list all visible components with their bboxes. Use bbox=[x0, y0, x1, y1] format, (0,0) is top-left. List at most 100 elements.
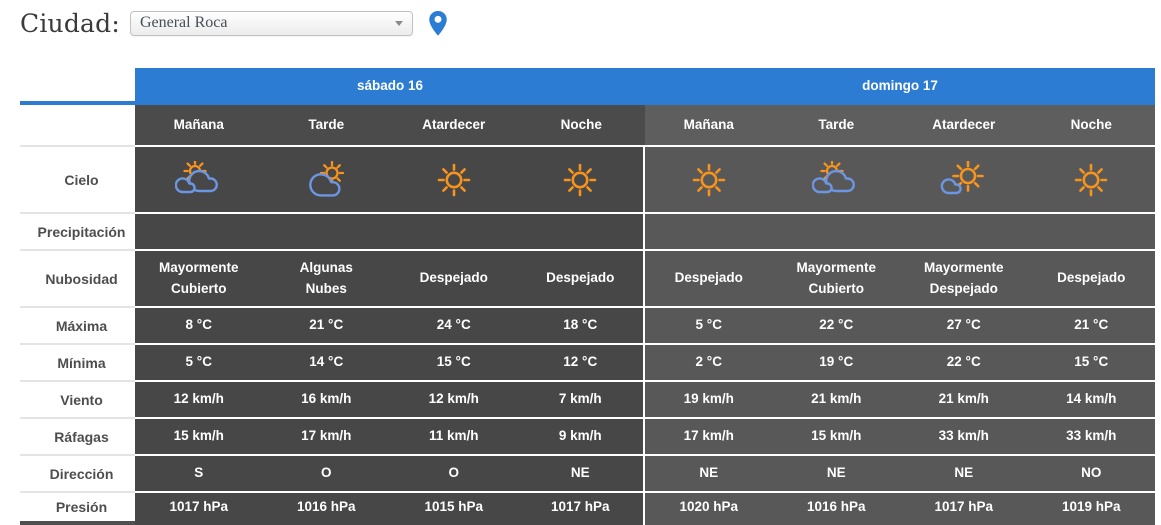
forecast-cell: Despejado bbox=[1027, 249, 1155, 306]
forecast-cell: 15 km/h bbox=[135, 417, 263, 454]
forecast-cell bbox=[262, 212, 390, 249]
forecast-cell: Despejado bbox=[645, 249, 773, 306]
forecast-cell: 12 °C bbox=[517, 343, 645, 380]
forecast-cell: NE bbox=[900, 454, 1028, 491]
row-label: Viento bbox=[20, 380, 135, 417]
forecast-cell: O bbox=[390, 454, 518, 491]
forecast-cell: 1017 hPa bbox=[135, 491, 263, 521]
forecast-cell: 1016 hPa bbox=[262, 491, 390, 521]
sun-with-small-cloud-icon bbox=[900, 145, 1028, 212]
forecast-cell bbox=[390, 212, 518, 249]
forecast-cell: 5 °C bbox=[135, 343, 263, 380]
table-bottom-strip bbox=[20, 521, 135, 525]
forecast-cell bbox=[772, 212, 900, 249]
row-label: Mínima bbox=[20, 343, 135, 380]
row-label: Dirección bbox=[20, 454, 135, 491]
forecast-cell: 17 km/h bbox=[262, 417, 390, 454]
forecast-cell bbox=[135, 212, 263, 249]
sun-icon bbox=[1027, 145, 1155, 212]
table-bottom-strip bbox=[135, 521, 645, 525]
period-header: Atardecer bbox=[900, 105, 1028, 145]
forecast-cell: NE bbox=[517, 454, 645, 491]
forecast-cell bbox=[517, 212, 645, 249]
sun-behind-clouds-icon bbox=[772, 145, 900, 212]
day-header: sábado 16 bbox=[135, 68, 645, 105]
period-header: Tarde bbox=[772, 105, 900, 145]
forecast-cell: Mayormente Cubierto bbox=[135, 249, 263, 306]
forecast-cell: 19 km/h bbox=[645, 380, 773, 417]
row-label: Nubosidad bbox=[20, 249, 135, 306]
row-label: Presión bbox=[20, 491, 135, 521]
forecast-cell: 14 °C bbox=[262, 343, 390, 380]
forecast-cell: 22 °C bbox=[772, 306, 900, 343]
forecast-cell: 7 km/h bbox=[517, 380, 645, 417]
forecast-cell: O bbox=[262, 454, 390, 491]
period-header: Mañana bbox=[645, 105, 773, 145]
sun-icon bbox=[645, 145, 773, 212]
forecast-cell: NE bbox=[645, 454, 773, 491]
forecast-cell: 27 °C bbox=[900, 306, 1028, 343]
forecast-cell: Despejado bbox=[517, 249, 645, 306]
forecast-cell: 12 km/h bbox=[390, 380, 518, 417]
period-header: Mañana bbox=[135, 105, 263, 145]
forecast-cell: S bbox=[135, 454, 263, 491]
forecast-cell: 11 km/h bbox=[390, 417, 518, 454]
forecast-cell: 1015 hPa bbox=[390, 491, 518, 521]
forecast-cell: 16 km/h bbox=[262, 380, 390, 417]
forecast-cell: 21 °C bbox=[1027, 306, 1155, 343]
sun-behind-cloud-icon bbox=[262, 145, 390, 212]
forecast-cell: 1017 hPa bbox=[517, 491, 645, 521]
forecast-cell: 15 °C bbox=[390, 343, 518, 380]
forecast-cell: 1020 hPa bbox=[645, 491, 773, 521]
forecast-cell: 33 km/h bbox=[900, 417, 1028, 454]
period-header: Tarde bbox=[262, 105, 390, 145]
forecast-cell: 1016 hPa bbox=[772, 491, 900, 521]
forecast-cell bbox=[900, 212, 1028, 249]
forecast-cell: 2 °C bbox=[645, 343, 773, 380]
forecast-cell: 33 km/h bbox=[1027, 417, 1155, 454]
row-label: Cielo bbox=[20, 145, 135, 212]
forecast-cell: 15 °C bbox=[1027, 343, 1155, 380]
forecast-cell: 21 °C bbox=[262, 306, 390, 343]
forecast-cell: 5 °C bbox=[645, 306, 773, 343]
forecast-cell: 24 °C bbox=[390, 306, 518, 343]
forecast-cell: Algunas Nubes bbox=[262, 249, 390, 306]
forecast-cell: 8 °C bbox=[135, 306, 263, 343]
forecast-cell: 12 km/h bbox=[135, 380, 263, 417]
row-label: Precipitación bbox=[20, 212, 135, 249]
forecast-cell bbox=[645, 212, 773, 249]
forecast-cell: Despejado bbox=[390, 249, 518, 306]
forecast-cell: 17 km/h bbox=[645, 417, 773, 454]
city-selector-bar: Ciudad: General Roca bbox=[0, 0, 1161, 39]
location-pin-icon[interactable] bbox=[428, 10, 448, 37]
forecast-cell: 14 km/h bbox=[1027, 380, 1155, 417]
period-header: Noche bbox=[517, 105, 645, 145]
forecast-cell: 1017 hPa bbox=[900, 491, 1028, 521]
forecast-cell: Mayormente Despejado bbox=[900, 249, 1028, 306]
forecast-cell: NO bbox=[1027, 454, 1155, 491]
forecast-cell: NE bbox=[772, 454, 900, 491]
row-label: Máxima bbox=[20, 306, 135, 343]
forecast-cell: 18 °C bbox=[517, 306, 645, 343]
city-label: Ciudad: bbox=[20, 8, 120, 38]
day-header: domingo 17 bbox=[645, 68, 1155, 105]
sun-icon bbox=[517, 145, 645, 212]
table-corner-cell bbox=[20, 68, 135, 105]
forecast-cell: Mayormente Cubierto bbox=[772, 249, 900, 306]
forecast-table: sábado 16 domingo 17 Mañana Tarde Atardecer N… bbox=[20, 68, 1161, 525]
forecast-cell: 21 km/h bbox=[900, 380, 1028, 417]
sun-icon bbox=[390, 145, 518, 212]
city-select-value: General Roca bbox=[139, 14, 228, 31]
period-header: Atardecer bbox=[390, 105, 518, 145]
forecast-cell: 22 °C bbox=[900, 343, 1028, 380]
sun-behind-clouds-icon bbox=[135, 145, 263, 212]
forecast-cell bbox=[1027, 212, 1155, 249]
row-label: Ráfagas bbox=[20, 417, 135, 454]
period-header: Noche bbox=[1027, 105, 1155, 145]
table-label-spacer bbox=[20, 105, 135, 145]
forecast-cell: 21 km/h bbox=[772, 380, 900, 417]
city-select[interactable]: General Roca bbox=[129, 10, 413, 36]
forecast-cell: 19 °C bbox=[772, 343, 900, 380]
table-bottom-strip bbox=[645, 521, 1155, 525]
forecast-cell: 1019 hPa bbox=[1027, 491, 1155, 521]
